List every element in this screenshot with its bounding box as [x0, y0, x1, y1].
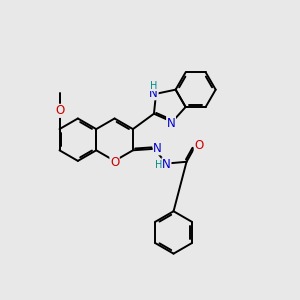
Text: O: O [55, 104, 64, 117]
Text: H: H [154, 160, 162, 170]
Text: N: N [149, 87, 158, 100]
Text: N: N [162, 158, 171, 171]
Text: O: O [110, 156, 119, 169]
Text: N: N [167, 116, 176, 130]
Text: H: H [150, 81, 158, 91]
Text: O: O [194, 139, 203, 152]
Text: N: N [153, 142, 162, 155]
